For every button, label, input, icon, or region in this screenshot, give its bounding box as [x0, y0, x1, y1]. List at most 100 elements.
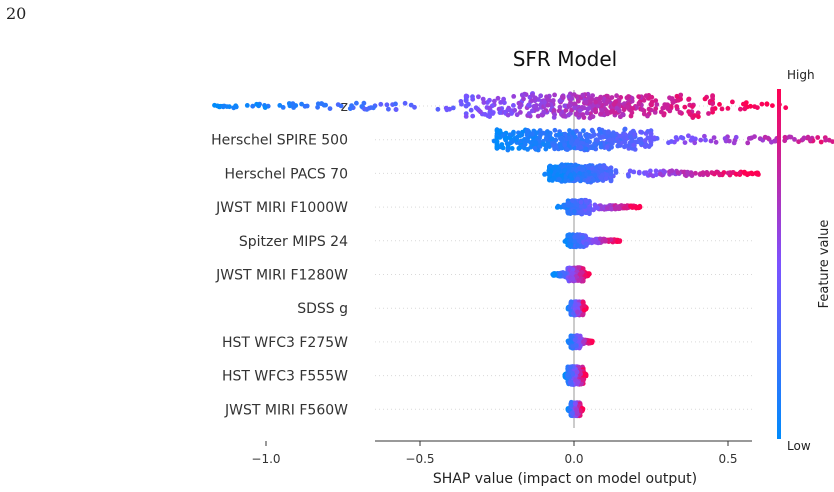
- data-point: [412, 104, 417, 110]
- data-point: [713, 139, 719, 145]
- data-point: [463, 114, 469, 119]
- data-point: [565, 372, 570, 378]
- beeswarm-points: [212, 91, 834, 419]
- data-point: [505, 107, 511, 113]
- data-point: [487, 105, 492, 111]
- data-point: [613, 168, 619, 173]
- data-point: [524, 130, 530, 135]
- data-point: [567, 103, 573, 109]
- data-point: [629, 110, 635, 116]
- data-point: [533, 95, 538, 101]
- data-point: [702, 133, 707, 139]
- data-point: [616, 139, 621, 145]
- data-point: [566, 135, 572, 141]
- data-point: [639, 107, 645, 112]
- data-point: [627, 168, 633, 174]
- data-point: [615, 143, 621, 149]
- data-point: [626, 142, 632, 148]
- data-point: [581, 128, 586, 134]
- data-point: [635, 205, 641, 210]
- data-point: [731, 140, 737, 146]
- data-point: [617, 238, 623, 244]
- data-point: [616, 108, 622, 114]
- data-point: [490, 110, 496, 115]
- data-point: [608, 177, 614, 183]
- data-point: [299, 101, 304, 107]
- data-point: [361, 100, 367, 106]
- data-point: [505, 112, 511, 118]
- data-point: [606, 129, 611, 135]
- data-point: [710, 101, 715, 106]
- page-number: 20: [6, 4, 27, 23]
- data-point: [580, 112, 586, 117]
- data-point: [646, 106, 652, 112]
- data-point: [621, 107, 627, 113]
- data-point: [576, 98, 581, 104]
- data-point: [652, 110, 658, 115]
- data-point: [583, 132, 588, 138]
- data-point: [675, 170, 681, 176]
- data-point: [568, 237, 573, 243]
- data-point: [636, 169, 642, 175]
- data-point: [537, 128, 543, 133]
- data-point: [570, 371, 576, 377]
- feature-swarm: [562, 364, 589, 387]
- data-point: [692, 140, 698, 146]
- data-point: [563, 178, 569, 183]
- data-point: [711, 135, 717, 141]
- data-point: [717, 102, 722, 107]
- data-point: [574, 128, 579, 134]
- data-point: [764, 101, 770, 107]
- data-point: [443, 105, 449, 111]
- data-point: [595, 138, 600, 144]
- data-point: [653, 106, 659, 111]
- data-point: [550, 98, 556, 103]
- data-point: [622, 205, 627, 211]
- data-point: [605, 93, 610, 99]
- data-point: [319, 101, 325, 106]
- data-point: [262, 105, 268, 110]
- data-point: [572, 105, 577, 111]
- data-point: [549, 136, 555, 142]
- data-point: [818, 139, 824, 145]
- data-point: [770, 103, 775, 108]
- data-point: [583, 99, 589, 105]
- data-point: [733, 134, 739, 140]
- data-point: [499, 142, 505, 147]
- data-point: [595, 240, 601, 246]
- data-point: [546, 97, 552, 103]
- data-point: [511, 103, 516, 108]
- data-point: [762, 134, 768, 140]
- data-point: [556, 177, 562, 182]
- data-point: [501, 96, 506, 102]
- data-point: [662, 169, 668, 175]
- data-point: [600, 134, 606, 140]
- data-point: [719, 106, 725, 112]
- feature-swarm: [491, 126, 834, 153]
- data-point: [463, 93, 469, 99]
- data-point: [528, 144, 534, 150]
- feature-swarm: [565, 399, 586, 419]
- data-point: [700, 170, 706, 176]
- data-point: [575, 309, 580, 315]
- data-point: [368, 105, 374, 110]
- data-point: [338, 103, 344, 109]
- data-point: [216, 103, 222, 109]
- data-point: [593, 109, 599, 115]
- data-point: [575, 243, 580, 248]
- feature-swarm: [542, 162, 761, 185]
- data-point: [686, 96, 692, 102]
- data-point: [582, 372, 588, 377]
- data-point: [589, 97, 595, 102]
- data-point: [570, 198, 575, 204]
- data-point: [487, 110, 493, 115]
- data-point: [590, 177, 596, 183]
- data-point: [648, 131, 654, 137]
- data-point: [362, 106, 367, 112]
- data-point: [551, 272, 556, 277]
- data-point: [631, 142, 637, 148]
- data-point: [597, 96, 603, 101]
- data-point: [598, 175, 604, 181]
- data-point: [550, 143, 556, 149]
- data-point: [690, 135, 695, 141]
